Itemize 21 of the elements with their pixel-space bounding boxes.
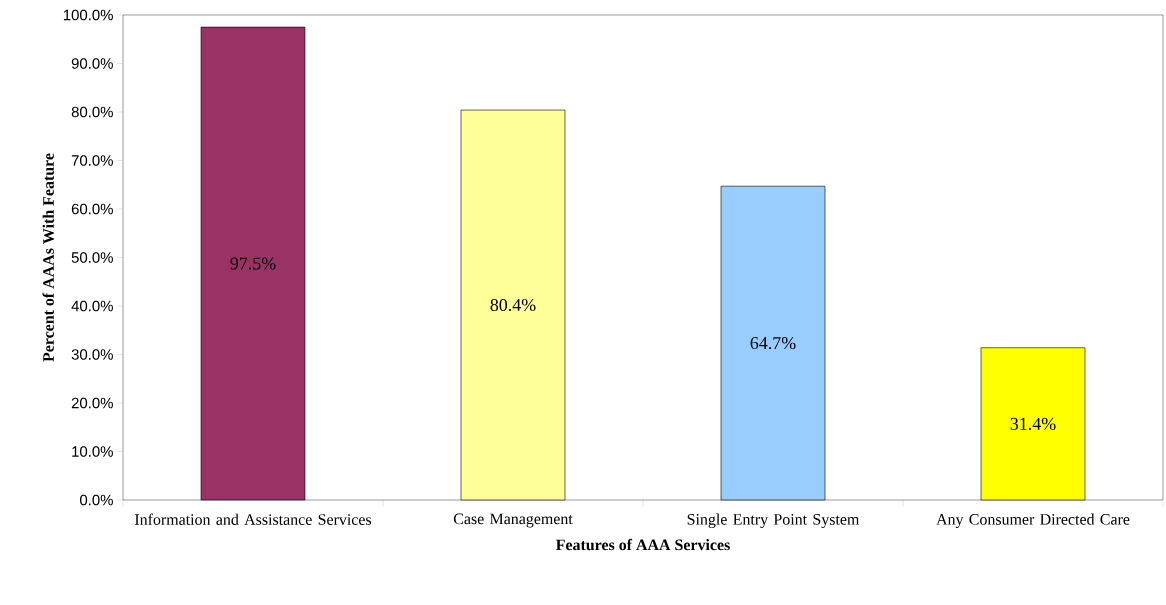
x-axis-title: Features of AAA Services xyxy=(555,538,730,551)
y-tick-label: 30.0% xyxy=(71,349,113,360)
data-label: 80.4% xyxy=(490,298,536,312)
x-tick-label: Case Management xyxy=(453,513,573,528)
data-label: 31.4% xyxy=(1010,417,1056,430)
y-tick-label: 70.0% xyxy=(71,155,113,166)
data-label: 97.5% xyxy=(230,257,276,270)
y-tick-label: 60.0% xyxy=(71,203,113,215)
x-tick-label: Any Consumer Directed Care xyxy=(936,513,1130,529)
y-tick-label: 0.0% xyxy=(80,494,113,506)
y-tick-label: 50.0% xyxy=(71,252,113,263)
y-tick-label: 80.0% xyxy=(71,106,113,118)
y-tick-label: 100.0% xyxy=(63,9,113,21)
y-axis-title: Percent of AAAs With Feature xyxy=(42,153,54,362)
y-tick-label: 90.0% xyxy=(71,58,113,69)
data-label: 64.7% xyxy=(750,337,796,350)
y-tick-label: 20.0% xyxy=(71,397,113,409)
y-tick-label: 40.0% xyxy=(71,300,113,312)
x-tick-label: Single Entry Point System xyxy=(687,513,860,529)
y-tick-label: 10.0% xyxy=(72,446,113,457)
x-tick-label: Information and Assistance Services xyxy=(134,513,372,525)
